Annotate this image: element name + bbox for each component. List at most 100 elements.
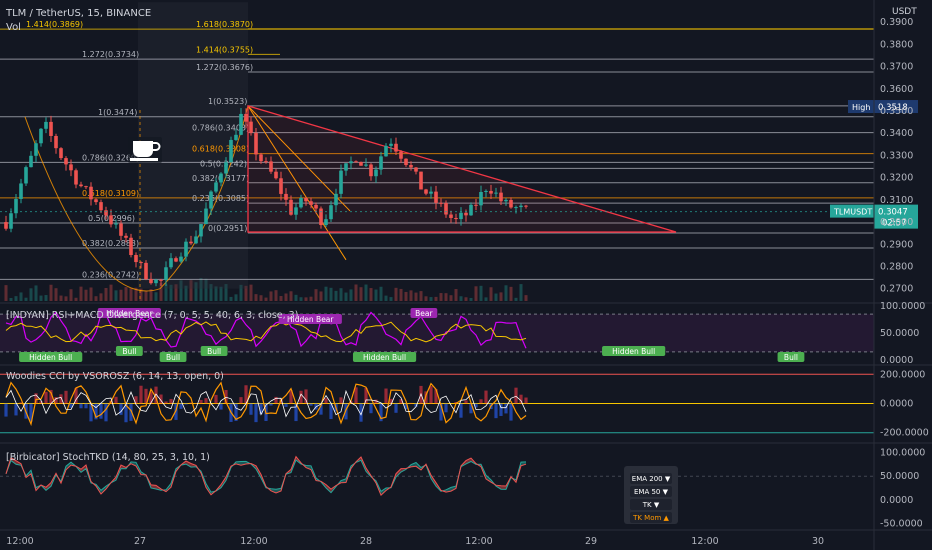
candle-body	[244, 113, 248, 122]
cci-histogram-bar	[149, 391, 153, 404]
candle-body	[309, 201, 313, 205]
volume-bar	[119, 289, 123, 301]
price-scale[interactable]	[874, 0, 932, 550]
rsi-macd-pane[interactable]: Hidden Bear Hidden Bear Bear Hidden Bull Bul…	[0, 308, 874, 362]
volume-bar	[209, 284, 213, 301]
cci-histogram-bar	[364, 387, 368, 404]
fib-level-label: 1.414(0.3755)	[196, 45, 253, 54]
volume-bar	[499, 292, 503, 301]
fib-level-label: 0.618(0.3109)	[82, 189, 139, 198]
cci-histogram-bar	[459, 403, 463, 418]
volume-bar	[244, 285, 248, 301]
stoch-pane[interactable]	[0, 455, 874, 497]
candle-body	[299, 198, 303, 208]
candle-body	[84, 186, 88, 188]
cci-histogram-bar	[389, 398, 393, 404]
volume-bar	[464, 297, 468, 301]
cci-histogram-bar	[339, 397, 343, 404]
candle-body	[329, 205, 333, 220]
volume-bar	[474, 286, 478, 301]
candle-body	[319, 208, 323, 226]
volume-bar	[139, 288, 143, 301]
volume-bar	[179, 280, 183, 301]
candle-body	[254, 132, 258, 155]
volume-bar	[9, 297, 13, 301]
cci-pane[interactable]	[0, 373, 874, 434]
volume-bar	[109, 284, 113, 301]
bull-badge	[159, 352, 187, 362]
price-tick-label: 0.3500	[880, 106, 913, 117]
candle-body	[499, 192, 503, 202]
cci-histogram-bar	[519, 394, 523, 404]
cci-histogram-bar	[524, 397, 528, 404]
volume-bar	[359, 287, 363, 301]
badge-text: Hidden Bull	[29, 353, 72, 362]
price-pane[interactable]: 1.618(0.3870) 1.414(0.3869) 1.414(0.3755) 1…	[0, 2, 918, 301]
candle-body	[304, 198, 308, 202]
bear-badge	[410, 308, 438, 318]
candle-body	[179, 256, 183, 262]
price-tick-label: 0.2700	[880, 284, 913, 295]
volume-bar	[184, 285, 188, 301]
cci-histogram-bar	[244, 385, 248, 404]
candle-body	[464, 212, 468, 216]
cci-pane-title: Woodies CCI by VSOROSZ (6, 14, 13, open,…	[6, 371, 224, 382]
volume-bar	[64, 296, 68, 301]
volume-bar	[409, 290, 413, 301]
bull-badge	[19, 352, 83, 362]
candle-body	[149, 279, 153, 284]
coffee-cup-icon[interactable]	[128, 137, 162, 163]
legend-tk-mom: TK Mom ▲	[632, 514, 669, 522]
cci-histogram-bar	[29, 403, 33, 422]
candle-body	[194, 236, 198, 244]
stoch-fill	[46, 482, 51, 491]
cci-histogram-bar	[19, 402, 23, 404]
candle-body	[274, 171, 278, 179]
candle-body	[384, 145, 388, 157]
stoch-fill	[396, 468, 401, 478]
volume-bar	[459, 296, 463, 301]
volume-bar	[134, 287, 138, 301]
cci-histogram-bar	[154, 386, 158, 404]
candle-body	[429, 191, 433, 194]
bull-badge	[777, 352, 805, 362]
stoch-fill	[326, 484, 331, 493]
cci-histogram-bar	[464, 400, 468, 404]
rsi-tick-label: 100.0000	[880, 301, 925, 312]
stoch-fill	[236, 461, 241, 466]
stoch-fill	[186, 460, 191, 468]
rsi-pane-title: [INDYAN] RSI+MACD Divergence (7, 0, 5, 5…	[6, 310, 298, 321]
cci-histogram-bar	[394, 403, 398, 413]
cci-histogram-bar	[469, 403, 473, 414]
volume-bar	[444, 293, 448, 301]
cci-histogram-bar	[74, 388, 78, 404]
candle-body	[209, 191, 213, 209]
volume-bar	[19, 292, 23, 301]
stoch-tick-label: 0.0000	[880, 495, 913, 506]
candle-body	[239, 113, 243, 135]
candle-body	[29, 155, 33, 168]
cci-histogram-bar	[194, 402, 198, 404]
cci-histogram-bar	[504, 403, 508, 414]
cci-histogram-bar	[14, 403, 18, 416]
volume-bar	[164, 284, 168, 301]
cci-histogram-bar	[204, 398, 208, 404]
candle-body	[354, 161, 358, 163]
candle-body	[279, 178, 283, 194]
stoch-fill	[11, 457, 16, 465]
last-price-text: 0.3047	[878, 208, 908, 218]
badge-text: Bull	[784, 353, 798, 362]
volume-bar	[79, 286, 83, 301]
volume-bar	[334, 290, 338, 301]
volume-bar	[74, 297, 78, 301]
candle-body	[234, 134, 238, 140]
price-tick-label: 0.3400	[880, 128, 913, 139]
cci-histogram-bar	[139, 385, 143, 404]
cci-histogram-bar	[304, 389, 308, 404]
volume-bar	[199, 277, 203, 301]
volume-bar	[144, 291, 148, 301]
high-tag	[848, 100, 874, 114]
cci-histogram-bar	[89, 403, 93, 422]
